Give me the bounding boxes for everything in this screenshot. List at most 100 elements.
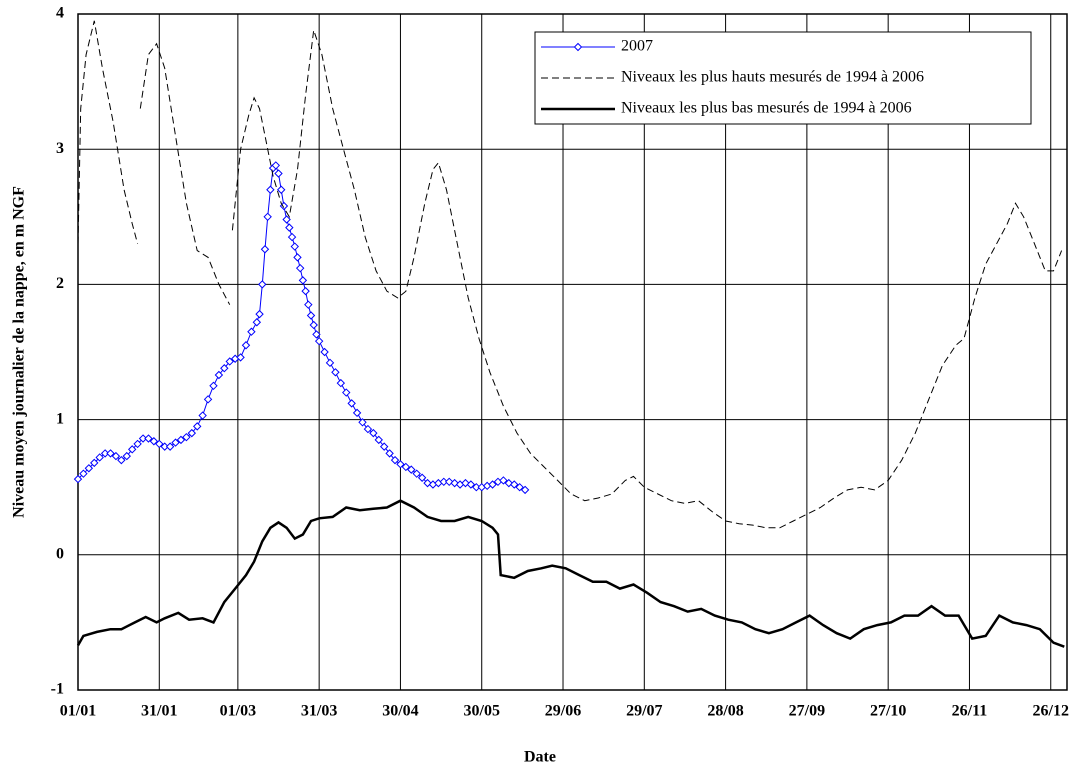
data-point [144,434,153,443]
data-point [266,185,275,194]
data-point [309,320,318,330]
data-point [510,480,519,489]
data-point [263,212,272,222]
data-point [499,476,508,485]
data-point [106,449,115,458]
data-point [241,341,251,350]
data-point [100,449,110,458]
data-point [306,311,316,320]
y-axis-label: Niveau moyen journalier de la nappe, en … [11,186,28,518]
data-point [295,263,305,273]
series-line [77,20,1063,529]
data-point [260,245,270,254]
x-tick-label: 31/01 [141,703,177,720]
data-point [274,169,283,178]
plot-frame [77,13,1068,691]
data-point [347,399,356,408]
data-point [342,388,351,397]
data-point [287,232,297,242]
data-point [504,478,514,488]
data-point [417,473,427,482]
data-point [369,428,378,438]
data-point [358,418,367,427]
data-point [236,353,245,362]
data-point [209,381,218,391]
data-point [133,439,142,449]
data-point [466,480,476,489]
data-point [439,477,449,486]
data-point [472,482,481,492]
data-point [160,442,169,451]
data-point [520,485,530,495]
data-point [325,358,335,368]
data-point [122,451,131,461]
data-point [138,434,148,443]
legend-label: Niveaux les plus hauts mesurés de 1994 à… [621,69,924,86]
data-point [374,435,383,445]
data-point [176,435,186,445]
data-point [258,280,267,289]
data-point [203,395,213,404]
x-tick-label: 26/11 [952,703,988,720]
x-tick-label: 27/09 [789,703,825,720]
x-tick-label: 01/03 [220,703,256,720]
data-point [298,276,308,285]
data-point [247,327,256,336]
y-tick-label: -1 [51,681,64,698]
data-point [271,161,281,170]
x-tick-label: 30/04 [382,703,418,720]
data-point [401,462,411,472]
x-tick-label: 26/12 [1033,703,1069,720]
data-point [320,347,329,357]
data-point [73,474,83,484]
data-point [293,253,302,262]
x-tick-label: 28/08 [707,703,743,720]
data-point [352,408,362,418]
x-tick-label: 29/07 [626,703,662,720]
x-axis-label: Date [524,749,556,766]
data-point [182,432,191,442]
data-point [363,424,373,434]
x-tick-label: 01/01 [60,703,96,720]
x-tick-label: 29/06 [545,703,581,720]
data-point [445,477,454,486]
series-line [77,164,526,491]
x-tick-label: 31/03 [301,703,337,720]
legend-marker [573,42,583,52]
data-point [331,368,340,377]
data-point [396,460,405,469]
data-point [198,411,207,420]
data-point [193,422,202,431]
data-point [488,480,497,489]
data-point [301,286,310,296]
data-point [79,469,88,478]
data-point [95,453,104,462]
data-point [255,309,264,319]
legend-box [534,31,1032,125]
data-point [379,442,389,451]
data-point [111,451,121,461]
data-point [412,469,421,478]
data-point [450,478,459,488]
y-tick-label: 0 [56,545,64,562]
legend-label: Niveaux les plus bas mesurés de 1994 à 2… [621,100,912,117]
data-point [314,336,324,346]
data-point [390,455,400,465]
data-point [385,449,394,458]
data-point [290,242,299,251]
data-point [277,185,286,194]
data-point [127,445,137,454]
legend-label: 2007 [621,38,653,55]
data-point [515,482,524,492]
data-point [149,437,159,446]
y-tick-label: 1 [56,410,64,427]
data-point [312,330,321,339]
x-tick-label: 30/05 [464,703,500,720]
data-point [187,428,197,438]
data-point [155,439,164,449]
data-point [171,438,180,447]
data-point [304,300,313,309]
data-point [84,464,94,473]
y-tick-label: 3 [56,140,64,157]
